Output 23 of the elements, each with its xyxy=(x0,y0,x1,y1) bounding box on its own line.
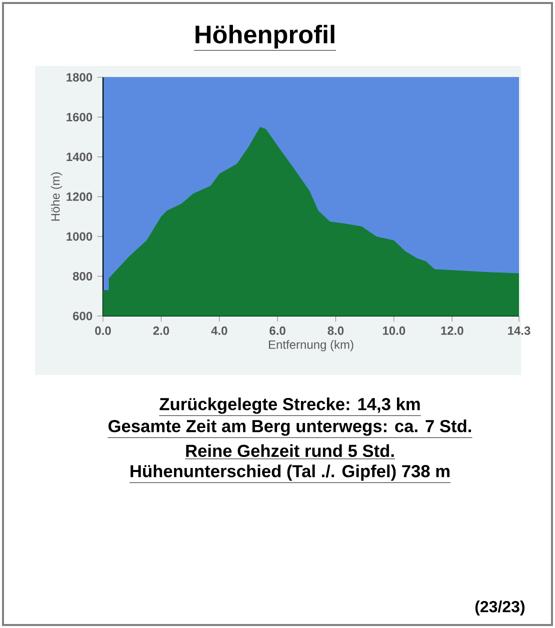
y-tick-label: 800 xyxy=(72,272,92,280)
y-tick-label: 600 xyxy=(73,312,92,320)
chart-title: Höhenprofil xyxy=(196,24,334,48)
x-tick-label: 12.0 xyxy=(441,326,464,335)
text: Zurückgelegte Strecke: 14,3 km xyxy=(160,398,420,414)
x-tick-label: 14.3 xyxy=(508,326,530,335)
y-tick-label: 1800 xyxy=(66,73,92,82)
x-tick-label: 6.0 xyxy=(270,326,286,335)
y-axis-title: Höhe (m) xyxy=(50,172,62,221)
x-tick-label: 4.0 xyxy=(211,326,228,335)
y-tick-label: 1400 xyxy=(66,152,92,162)
text: (23/23) xyxy=(475,600,524,616)
y-tick-label: 1600 xyxy=(66,112,92,122)
x-tick-label: 0.0 xyxy=(95,326,111,335)
x-tick-label: 8.0 xyxy=(328,326,344,335)
text: Reine Gehzeit rund 5 Std. xyxy=(186,444,394,458)
x-tick-label: 2.0 xyxy=(153,326,170,335)
y-tick-label: 1000 xyxy=(66,232,92,241)
text: Hühenunterschied (Tal ./. Gipfel) 738 m xyxy=(130,464,450,481)
text: Gesamte Zeit am Berg unterwegs: ca. 7 Std. xyxy=(108,420,471,436)
x-tick-label: 10.0 xyxy=(382,326,406,335)
x-axis-title: Entfernung (km) xyxy=(268,340,354,352)
y-tick-label: 1200 xyxy=(66,192,92,201)
